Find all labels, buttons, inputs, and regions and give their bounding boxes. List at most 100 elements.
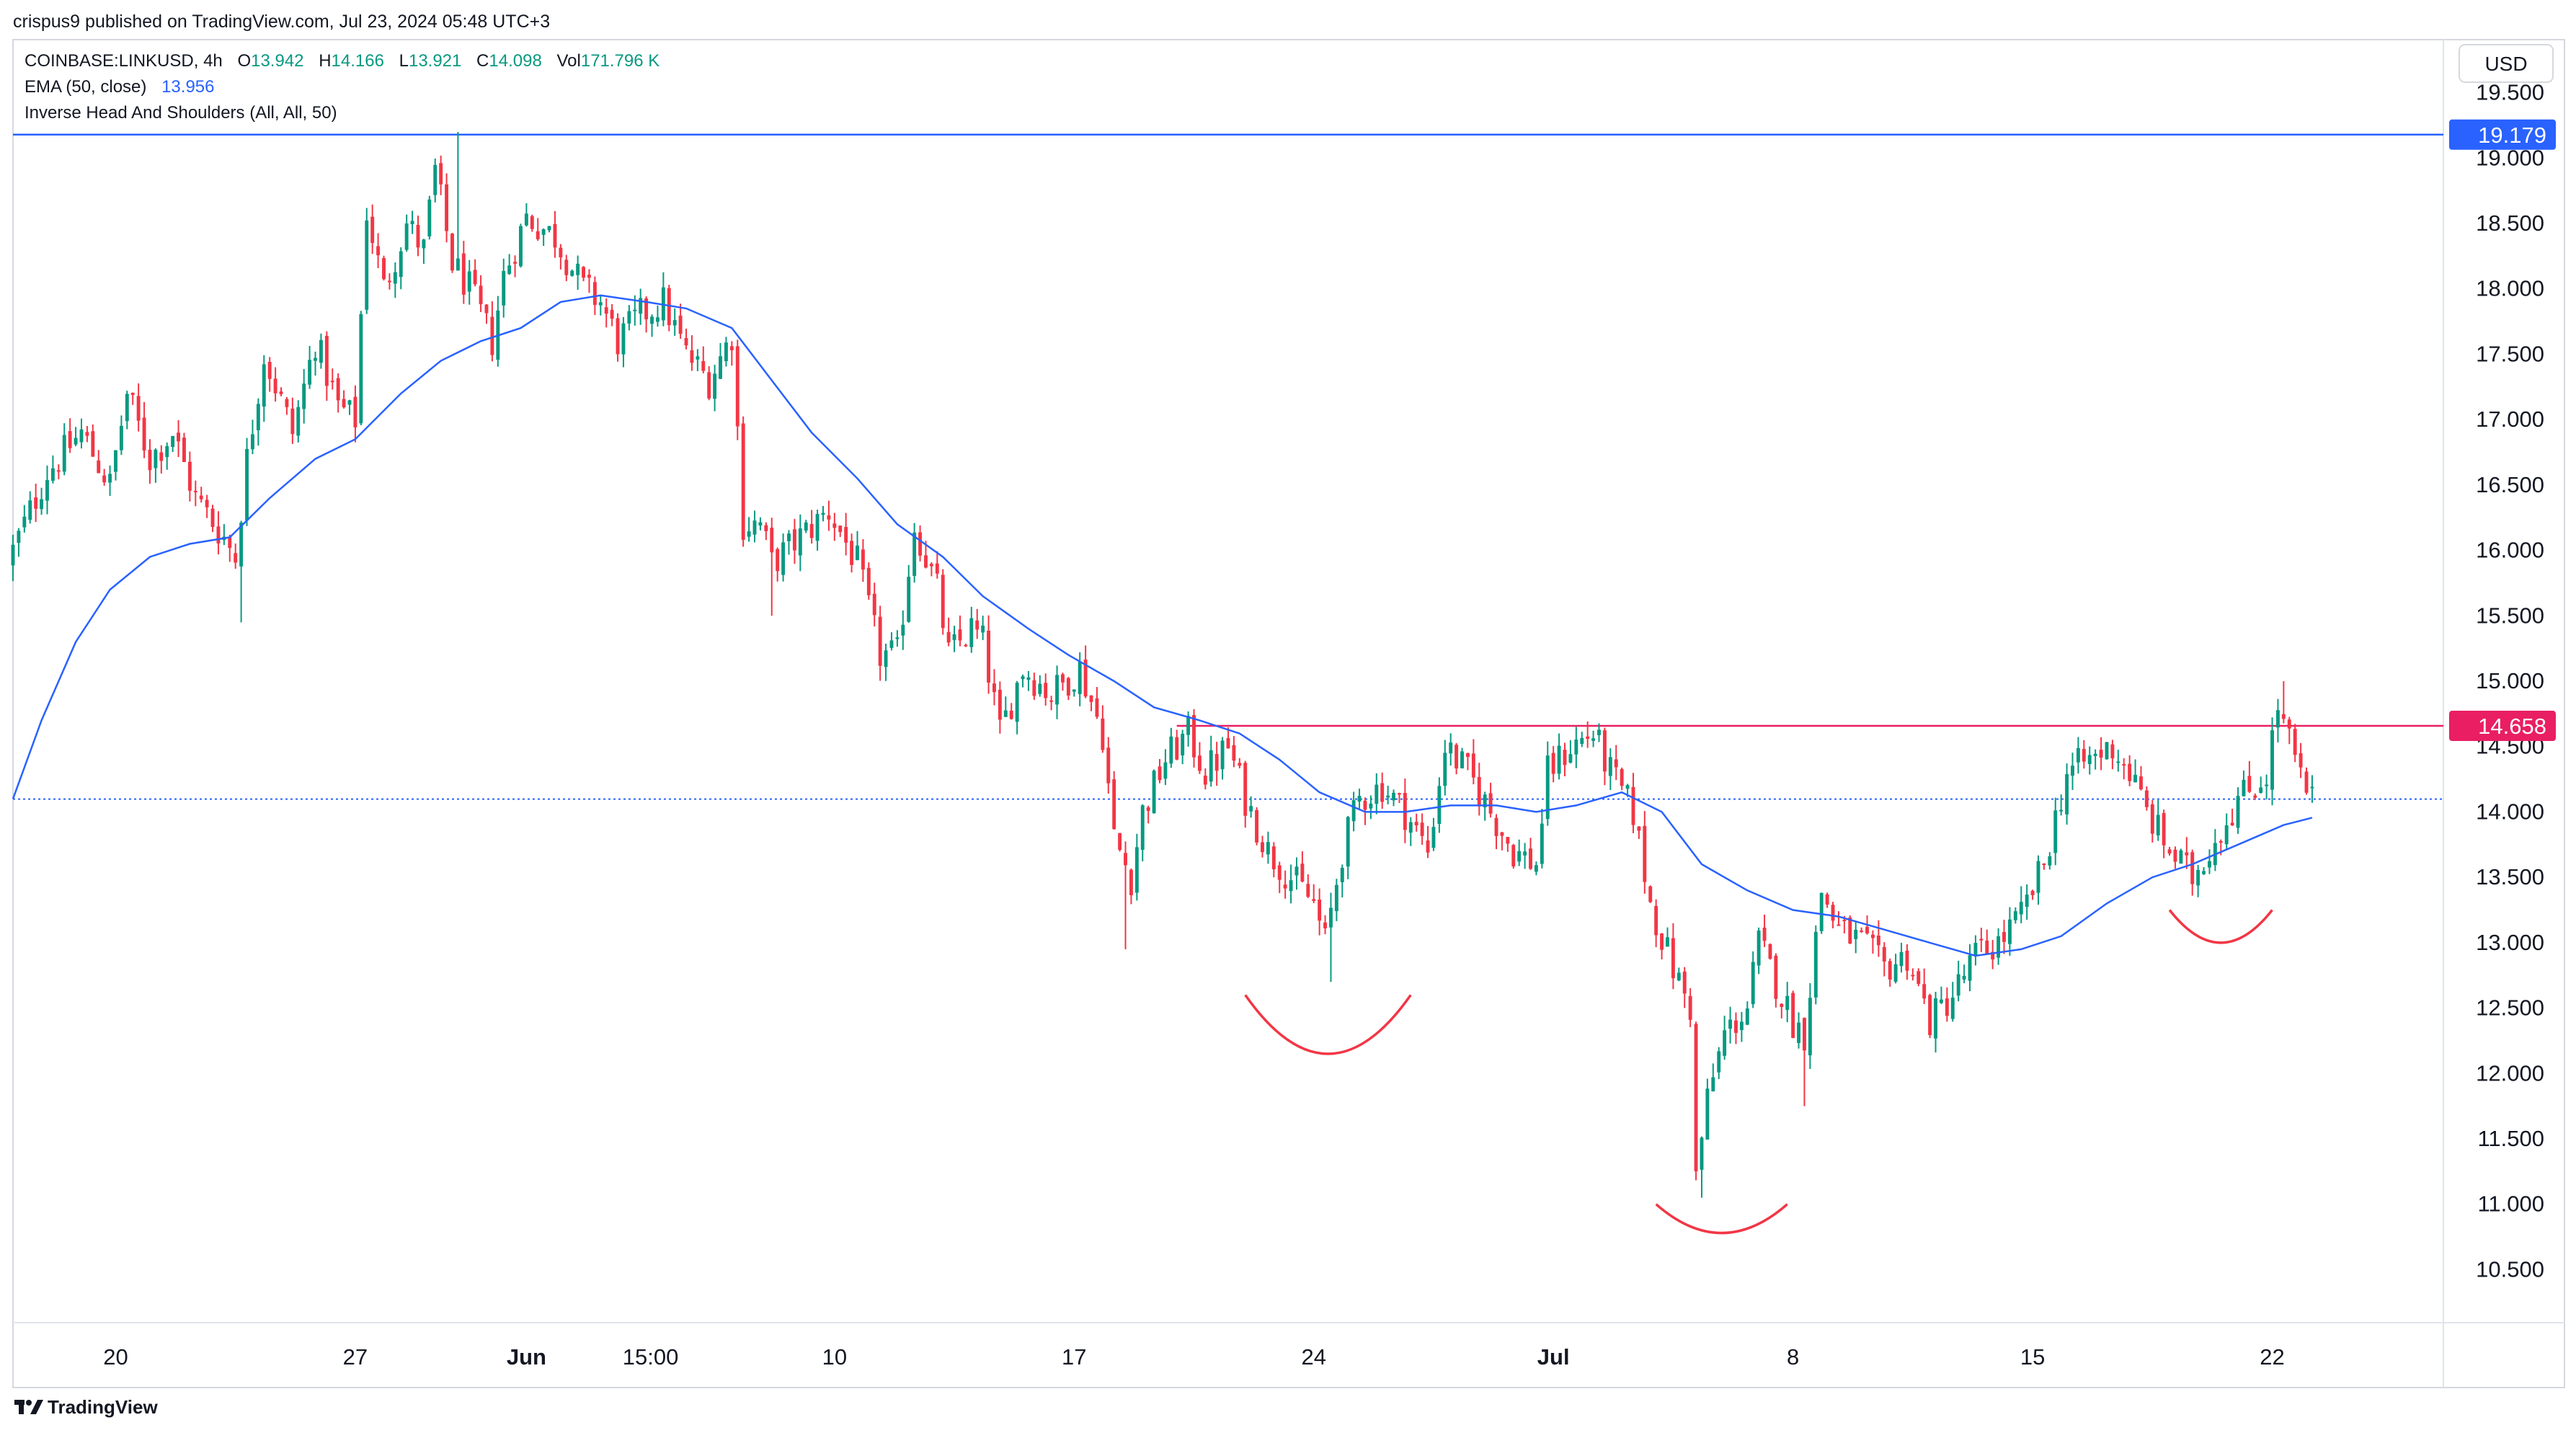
candle-down	[2299, 742, 2303, 778]
candle-body	[199, 495, 203, 500]
candle-down	[187, 451, 192, 502]
candle-down	[1682, 967, 1687, 1008]
candle-down	[1226, 727, 1230, 749]
candle-body	[1220, 740, 1225, 770]
candle-up	[1676, 967, 1681, 982]
candle-up	[1140, 804, 1145, 861]
candle-up	[1813, 925, 1818, 1005]
candle-body	[1973, 943, 1978, 957]
candle-body	[1026, 677, 1031, 680]
candle-up	[1351, 791, 1356, 832]
candle-body	[696, 356, 700, 360]
candle-body	[827, 515, 831, 520]
currency-button-label: USD	[2484, 53, 2527, 75]
candle-down	[290, 397, 295, 444]
candle-body	[171, 435, 175, 448]
candle-up	[2071, 753, 2074, 790]
candle-down	[1494, 814, 1498, 850]
candle-body	[1991, 951, 1995, 960]
candle-body	[1648, 886, 1653, 902]
candle-up	[308, 345, 312, 389]
candle-body	[975, 620, 980, 630]
candle-down	[130, 392, 135, 405]
candle-up	[119, 415, 123, 455]
candle-down	[416, 216, 420, 257]
candle-up	[747, 517, 751, 542]
candle-down	[1734, 1012, 1738, 1044]
candle-body	[621, 323, 626, 355]
candle-body	[690, 350, 694, 363]
candle-body	[1129, 869, 1133, 895]
currency-button[interactable]: USD	[2459, 44, 2554, 83]
candle-up	[22, 505, 27, 533]
candle-body	[1238, 763, 1242, 766]
candle-down	[2150, 799, 2154, 843]
candle-up	[1854, 921, 1858, 954]
candle-down	[2030, 889, 2035, 900]
candle-body	[844, 527, 848, 543]
candle-down	[85, 425, 89, 443]
candle-body	[924, 555, 928, 568]
candle-body	[1437, 786, 1442, 825]
candle-body	[1882, 946, 1886, 962]
candle-up	[752, 510, 757, 543]
candle-body	[838, 525, 843, 533]
candle-down	[1654, 899, 1658, 948]
candle-up	[262, 355, 266, 422]
candle-body	[2128, 763, 2132, 781]
candle-down	[342, 390, 346, 409]
candle-body	[2162, 813, 2166, 846]
candle-down	[1985, 929, 1989, 954]
candle-up	[1266, 831, 1270, 864]
candle-up	[2196, 864, 2200, 897]
candle-body	[2025, 895, 2029, 907]
candle-up	[1003, 696, 1008, 717]
candle-body	[792, 529, 796, 551]
candle-body	[1979, 938, 1984, 941]
candle-body	[165, 446, 169, 458]
candle-body	[1112, 779, 1116, 830]
candle-down	[1255, 807, 1259, 846]
candle-down	[91, 424, 95, 457]
candle-up	[1357, 789, 1362, 809]
candle-body	[655, 317, 659, 322]
price-labels: 19.179 14.658	[2449, 119, 2556, 742]
candle-up	[40, 487, 44, 515]
candle-body	[2150, 804, 2154, 834]
candle-body	[1580, 737, 1584, 745]
candle-body	[1169, 736, 1173, 764]
legend-high-label: H	[319, 51, 331, 71]
candle-body	[2281, 714, 2286, 719]
candle-body	[314, 358, 317, 361]
x-tick-label: 20	[103, 1344, 128, 1370]
y-tick-label: 16.000	[2476, 538, 2544, 563]
candle-down	[1032, 673, 1036, 701]
candle-up	[1431, 817, 1436, 851]
candle-body	[1140, 805, 1145, 850]
time-axis[interactable]: 20 27 Jun 15:00 10 17 24 Jul 8 15 22	[103, 1344, 2285, 1370]
candle-body	[1032, 680, 1036, 696]
candle-down	[616, 313, 620, 362]
candle-body	[1551, 753, 1555, 774]
candle-up	[2076, 737, 2080, 774]
candle-body	[1928, 995, 1932, 1036]
candle-down	[2304, 767, 2309, 795]
candle-body	[627, 311, 631, 324]
candle-body	[17, 531, 21, 543]
candle-body	[1066, 678, 1070, 696]
candle-body	[1494, 817, 1498, 836]
candle-down	[935, 551, 939, 579]
candle-body	[484, 304, 489, 314]
candle-down	[559, 244, 563, 270]
candle-up	[1134, 833, 1139, 901]
candle-body	[1614, 759, 1618, 768]
chart-pane[interactable]	[12, 39, 2565, 1388]
candle-body	[1803, 1018, 1806, 1051]
candle-down	[1089, 695, 1093, 711]
legend-pattern-label: Inverse Head And Shoulders (All, All, 50…	[25, 103, 337, 123]
candle-body	[2247, 776, 2252, 792]
candle-body	[1774, 955, 1778, 999]
candle-up	[50, 455, 55, 484]
